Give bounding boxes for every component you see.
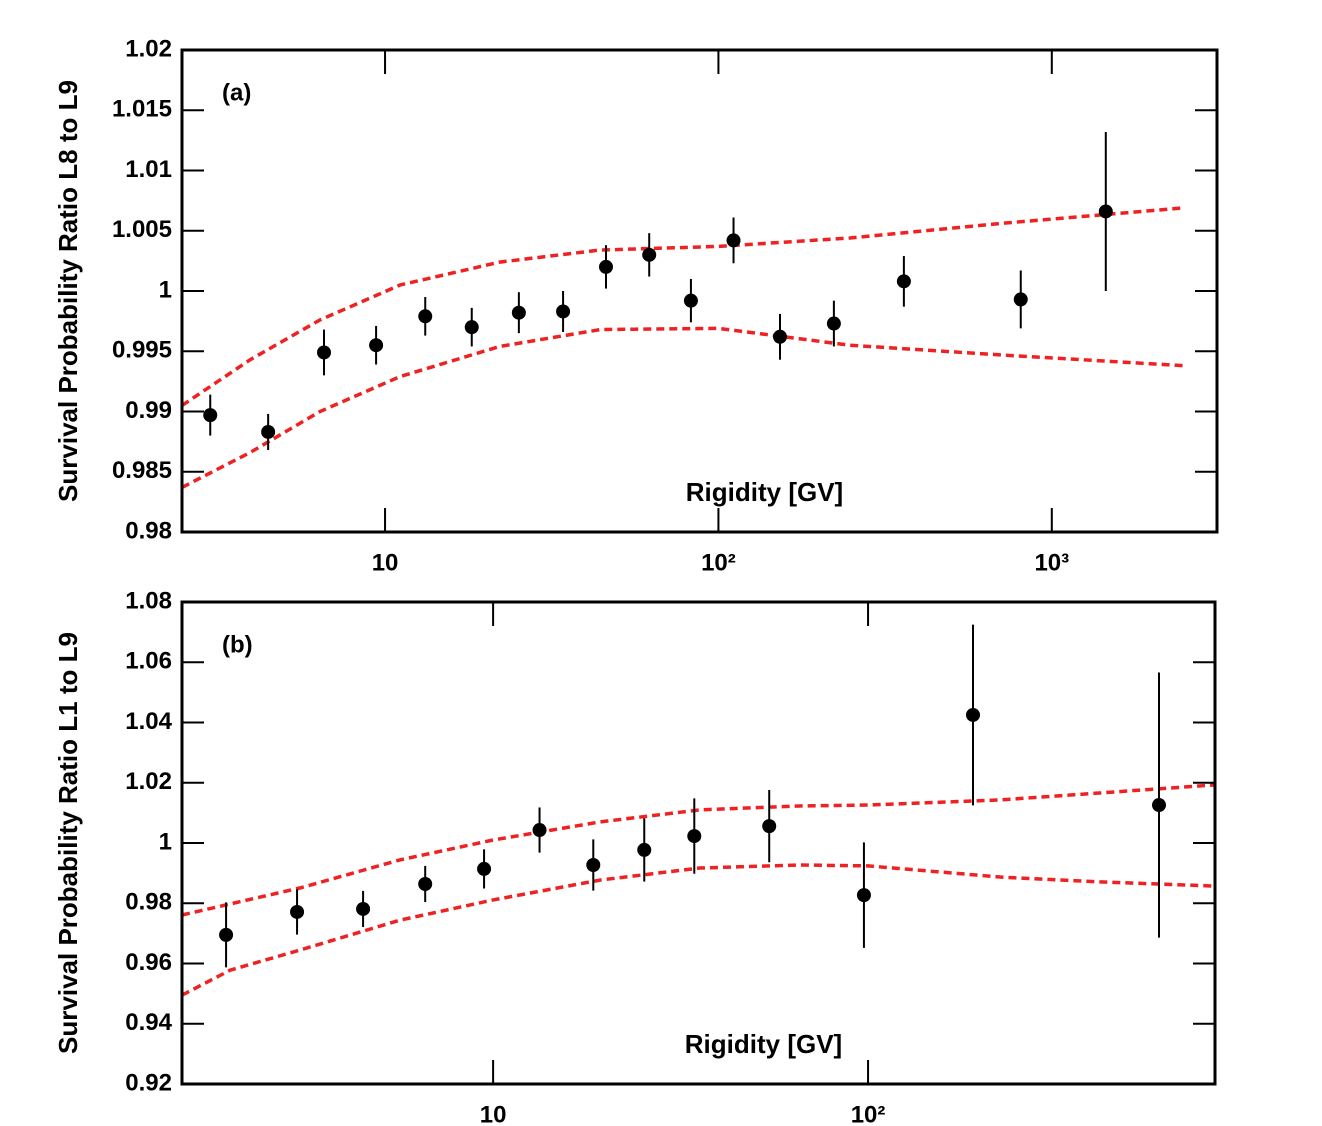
data-point xyxy=(317,345,332,360)
y-axis-label: Survival Probability Ratio L1 to L9 xyxy=(53,632,83,1054)
data-point xyxy=(896,274,911,289)
x-tick-label: 10² xyxy=(851,1101,886,1126)
data-point xyxy=(637,842,652,857)
data-point xyxy=(726,233,741,248)
y-tick-label: 0.94 xyxy=(125,1009,172,1036)
data-point xyxy=(356,901,371,916)
y-tick-label: 0.92 xyxy=(125,1069,172,1096)
x-axis-label: Rigidity [GV] xyxy=(686,477,843,507)
y-tick-label: 0.98 xyxy=(125,517,172,544)
y-axis-label: Survival Probability Ratio L8 to L9 xyxy=(53,80,83,502)
y-tick-label: 1.005 xyxy=(112,216,172,243)
y-tick-label: 1 xyxy=(159,828,172,855)
x-tick-label: 10³ xyxy=(1034,549,1069,576)
data-point xyxy=(762,819,777,834)
data-point xyxy=(826,316,841,331)
y-tick-label: 0.98 xyxy=(125,889,172,916)
curve xyxy=(181,326,1184,489)
data-point xyxy=(687,829,702,844)
plot-frame xyxy=(180,48,1219,534)
data-point xyxy=(1013,292,1028,307)
data-point xyxy=(532,823,547,838)
data-point xyxy=(642,247,657,262)
panel-label: (b) xyxy=(222,631,253,658)
y-tick-label: 0.99 xyxy=(125,397,172,424)
y-tick-label: 0.96 xyxy=(125,949,172,976)
data-point xyxy=(203,408,218,423)
data-point xyxy=(369,338,384,353)
y-tick-label: 0.995 xyxy=(112,337,172,364)
x-tick-label: 10 xyxy=(372,549,399,576)
y-tick-label: 1 xyxy=(159,276,172,303)
data-point xyxy=(1152,798,1167,813)
plot-area xyxy=(181,624,1216,997)
x-tick-label: 10 xyxy=(480,1101,507,1126)
data-point xyxy=(856,888,871,903)
data-point xyxy=(1098,204,1113,219)
data-point xyxy=(772,329,787,344)
panel-label: (a) xyxy=(222,79,251,106)
data-point xyxy=(418,309,433,324)
curve xyxy=(181,783,1216,917)
plot-area xyxy=(181,131,1185,489)
data-point xyxy=(598,259,613,274)
y-tick-label: 1.015 xyxy=(112,96,172,123)
data-point xyxy=(464,320,479,335)
y-tick-label: 1.01 xyxy=(125,156,172,183)
data-point xyxy=(219,927,234,942)
x-axis-label: Rigidity [GV] xyxy=(685,1029,842,1059)
data-point xyxy=(556,304,571,319)
y-tick-label: 1.02 xyxy=(125,35,172,62)
data-point xyxy=(683,293,698,308)
data-point xyxy=(586,857,601,872)
curve xyxy=(181,863,1216,997)
data-point xyxy=(966,707,981,722)
y-tick-label: 1.02 xyxy=(125,768,172,795)
y-tick-label: 1.04 xyxy=(125,708,172,735)
data-point xyxy=(477,861,492,876)
data-point xyxy=(418,876,433,891)
data-point xyxy=(290,904,305,919)
x-tick-label: 10² xyxy=(701,549,736,576)
data-point xyxy=(261,424,276,439)
plot-frame xyxy=(180,600,1217,1086)
y-tick-label: 1.06 xyxy=(125,648,172,675)
curve xyxy=(181,206,1185,407)
y-tick-label: 0.985 xyxy=(112,457,172,484)
data-point xyxy=(511,305,526,320)
y-tick-label: 1.08 xyxy=(125,587,172,614)
